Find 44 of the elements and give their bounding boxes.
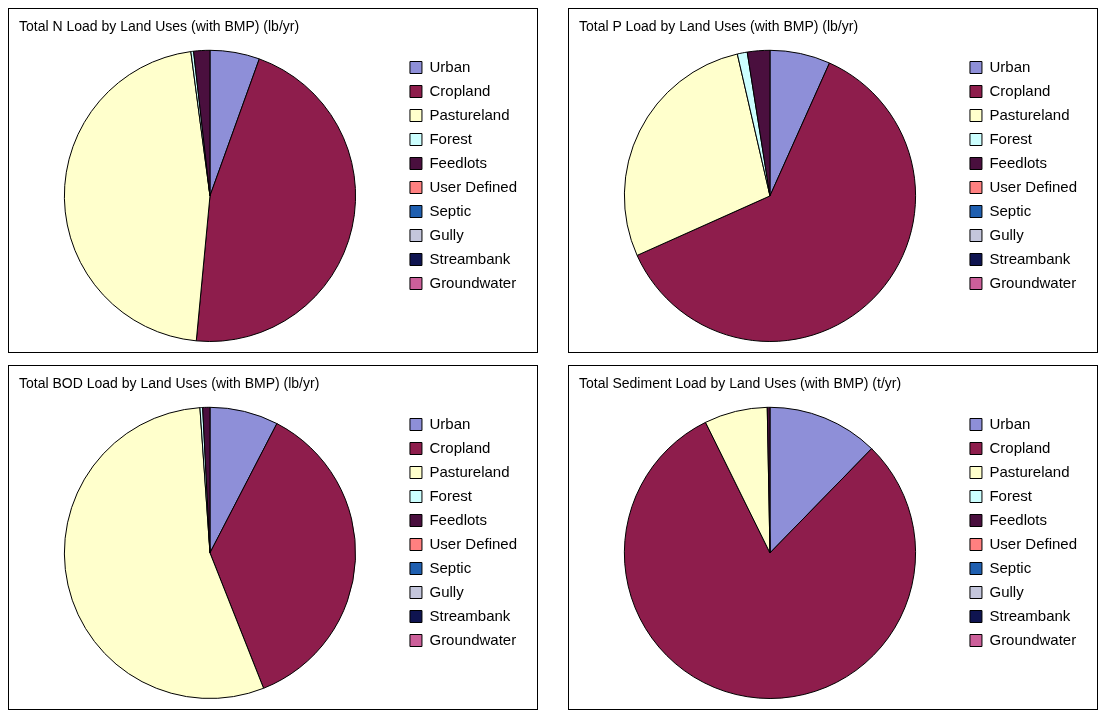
legend-label: Groundwater <box>989 273 1077 291</box>
legend-label: Gully <box>429 225 465 243</box>
chart-title: Total N Load by Land Uses (with BMP) (lb/yr) <box>19 18 300 35</box>
legend-label: User Defined <box>429 534 518 552</box>
chart-title: Total P Load by Land Uses (with BMP) (lb/yr) <box>579 18 859 35</box>
legend-label: Urban <box>429 57 471 75</box>
legend-label: Forest <box>989 486 1033 504</box>
legend-label: Urban <box>989 414 1031 432</box>
legend-label: Feedlots <box>429 510 488 528</box>
legend-label: Urban <box>429 414 471 432</box>
chart-title: Total BOD Load by Land Uses (with BMP) (lb/yr) <box>19 375 320 392</box>
legend-label: Septic <box>989 558 1032 576</box>
legend-label: Urban <box>989 57 1031 75</box>
legend-label: User Defined <box>989 534 1078 552</box>
legend-label: Groundwater <box>429 273 517 291</box>
legend-label: Groundwater <box>989 630 1077 648</box>
legend-label: Cropland <box>989 438 1051 456</box>
legend-label: Forest <box>429 486 473 504</box>
legend-label: Streambank <box>989 606 1071 624</box>
legend-label: Pastureland <box>429 105 510 123</box>
legend-label: Septic <box>989 201 1032 219</box>
legend-label: Gully <box>989 225 1025 243</box>
legend-label: Streambank <box>429 606 511 624</box>
legend-label: Pastureland <box>429 462 510 480</box>
legend-label: Cropland <box>429 438 491 456</box>
legend-label: Streambank <box>429 249 511 267</box>
legend-label: Streambank <box>989 249 1071 267</box>
legend-label: User Defined <box>429 177 518 195</box>
legend-label: Pastureland <box>989 105 1070 123</box>
legend-label: Forest <box>429 129 473 147</box>
legend-label: Gully <box>989 582 1025 600</box>
chart-title: Total Sediment Load by Land Uses (with BMP) (t/yr) <box>579 375 902 392</box>
legend-label: Gully <box>429 582 465 600</box>
legend-label: Feedlots <box>429 153 488 171</box>
legend-label: Forest <box>989 129 1033 147</box>
legend-label: Feedlots <box>989 153 1048 171</box>
legend-label: User Defined <box>989 177 1078 195</box>
legend-label: Septic <box>429 558 472 576</box>
legend-label: Groundwater <box>429 630 517 648</box>
legend-label: Cropland <box>429 81 491 99</box>
legend-label: Cropland <box>989 81 1051 99</box>
legend-label: Feedlots <box>989 510 1048 528</box>
legend-label: Septic <box>429 201 472 219</box>
legend-label: Pastureland <box>989 462 1070 480</box>
